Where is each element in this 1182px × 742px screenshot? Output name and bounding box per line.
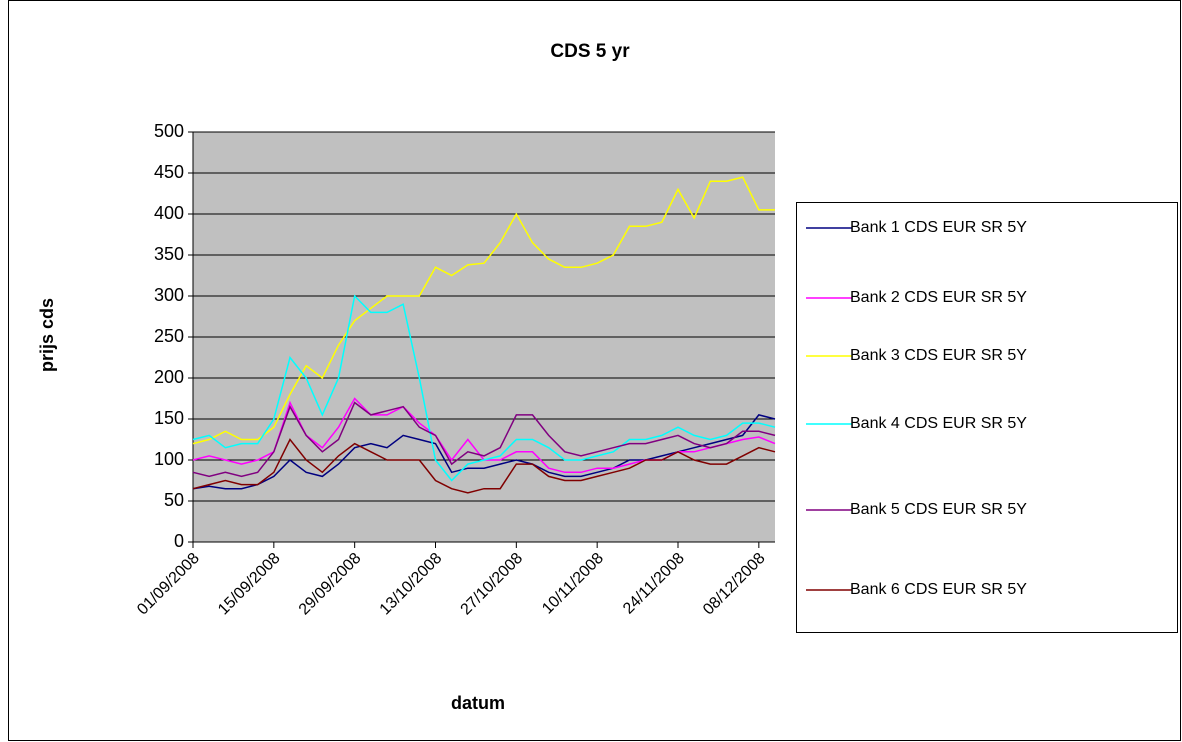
y-axis-label: prijs cds [37,298,57,372]
legend-label: Bank 1 CDS EUR SR 5Y [850,219,1027,236]
legend-label: Bank 5 CDS EUR SR 5Y [850,501,1027,518]
y-tick-label: 100 [154,449,184,469]
y-tick-label: 400 [154,203,184,223]
legend-box [796,202,1178,633]
y-tick-label: 300 [154,285,184,305]
legend-label: Bank 3 CDS EUR SR 5Y [850,347,1027,364]
y-tick-label: 50 [164,490,184,510]
legend-label: Bank 2 CDS EUR SR 5Y [850,289,1027,306]
y-tick-label: 200 [154,367,184,387]
series-line [192,438,776,494]
chart-title: CDS 5 yr [550,41,630,62]
y-tick-label: 350 [154,244,184,264]
series-line [192,294,776,482]
series-line [192,176,775,445]
series-line [192,401,776,478]
y-tick-label: 500 [154,121,184,141]
y-tick-label: 0 [174,531,184,551]
y-tick-label: 250 [154,326,184,346]
y-tick-label: 150 [154,408,184,428]
legend-label: Bank 6 CDS EUR SR 5Y [850,581,1027,598]
x-axis-label: datum [451,693,505,713]
y-tick-label: 450 [154,162,184,182]
legend-label: Bank 4 CDS EUR SR 5Y [850,415,1027,432]
